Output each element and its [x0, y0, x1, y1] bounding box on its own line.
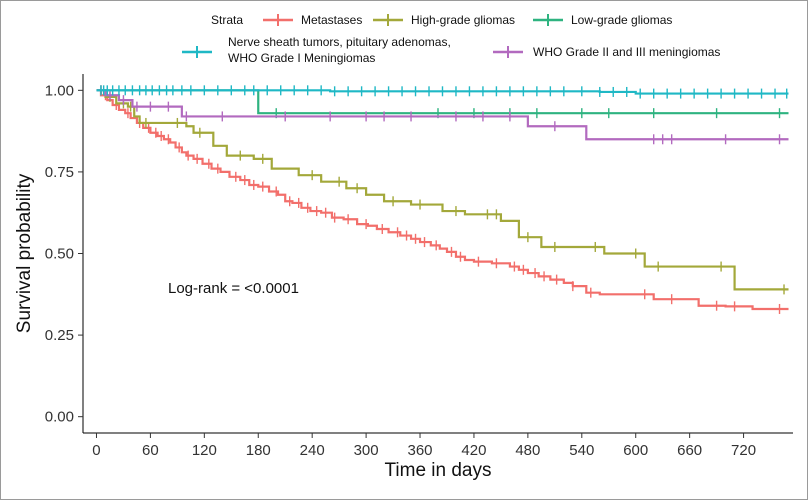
series-metastases: [96, 89, 789, 314]
legend-label: WHO Grade I Meningiomas: [228, 51, 375, 65]
legend: Strata Metastases High-grade gliomas Low-g…: [182, 13, 720, 65]
survival-curve: [96, 89, 789, 311]
series-high-grade-gliomas: [96, 85, 789, 295]
legend-title: Strata: [211, 13, 243, 27]
x-tick-label: 600: [623, 442, 648, 459]
x-axis-title: Time in days: [385, 460, 492, 481]
series-nerve-sheath-tumors-pituitary-adenomas-who-grade-i-meningiomas: [96, 85, 789, 99]
y-axis-title: Survival probability: [14, 173, 35, 333]
series-layer: [96, 85, 789, 314]
x-tick-label: 360: [408, 442, 433, 459]
x-tick-label: 660: [677, 442, 702, 459]
logrank-annotation: Log-rank = <0.0001: [168, 280, 299, 297]
y-tick-label: 1.00: [45, 82, 74, 99]
x-tick-label: 540: [569, 442, 594, 459]
survival-curve: [96, 89, 789, 291]
x-tick-label: 420: [461, 442, 486, 459]
legend-label: WHO Grade II and III meningiomas: [533, 45, 720, 59]
x-tick-label: 180: [246, 442, 271, 459]
survival-curve: [96, 89, 789, 141]
y-ticks: 0.00 0.25 0.50 0.75 1.00: [45, 82, 83, 426]
y-tick-label: 0.25: [45, 327, 74, 344]
x-axis: 0 60 120 180 240 300 360 420 480 540 600 660 720 Tim…: [83, 432, 793, 481]
x-tick-label: 120: [192, 442, 217, 459]
y-axis: 0.00 0.25 0.50 0.75 1.00 Survival probabilit…: [14, 74, 84, 433]
x-tick-label: 480: [515, 442, 540, 459]
x-tick-label: 300: [354, 442, 379, 459]
y-tick-label: 0.50: [45, 246, 74, 263]
x-ticks: 0 60 120 180 240 300 360 420 480 540 600 660 720: [92, 433, 756, 459]
x-tick-label: 720: [731, 442, 756, 459]
x-tick-label: 60: [142, 442, 159, 459]
legend-row-1: Metastases High-grade gliomas Low-grade gl…: [263, 13, 672, 27]
y-tick-label: 0.00: [45, 409, 74, 426]
legend-label: High-grade gliomas: [411, 13, 515, 27]
series-who-grade-ii-and-iii-meningiomas: [96, 85, 789, 145]
x-tick-label: 0: [92, 442, 100, 459]
legend-label: Metastases: [301, 13, 362, 27]
legend-row-2: Nerve sheath tumors, pituitary adenomas,…: [182, 35, 720, 65]
x-tick-label: 240: [300, 442, 325, 459]
legend-label: Low-grade gliomas: [571, 13, 672, 27]
y-tick-label: 0.75: [45, 164, 74, 181]
legend-label: Nerve sheath tumors, pituitary adenomas,: [228, 35, 451, 49]
